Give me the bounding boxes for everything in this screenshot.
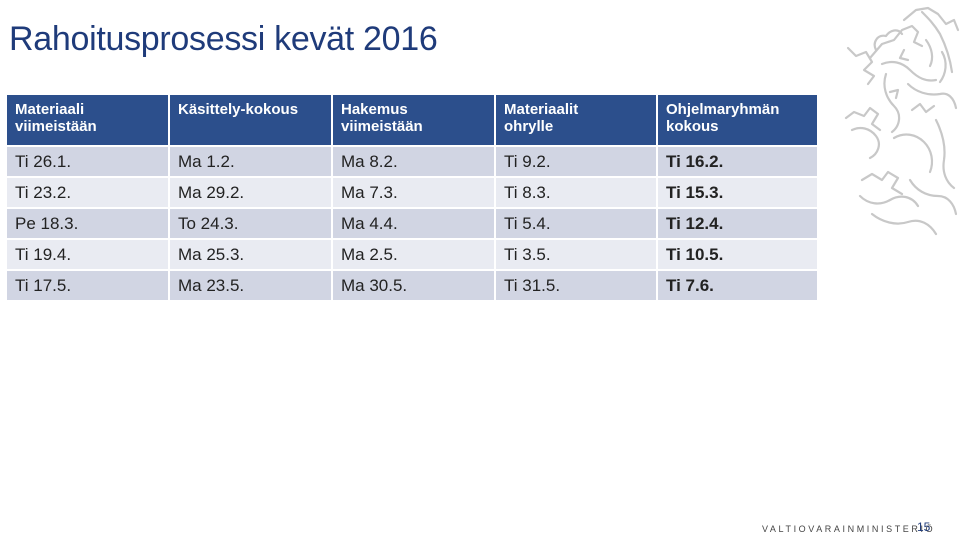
table-cell: Ma 1.2. <box>169 145 333 177</box>
header-cell-processing-meeting: Käsittely-kokous <box>169 95 333 146</box>
table-cell: Ma 2.5. <box>332 238 496 270</box>
table-cell: Ti 31.5. <box>495 269 658 300</box>
table-cell: Ti 7.6. <box>657 269 819 300</box>
finnish-lion-crest-icon <box>844 6 960 236</box>
table-row: Ti 19.4. Ma 25.3. Ma 2.5. Ti 3.5. Ti 10.… <box>7 238 819 270</box>
table-cell: Ti 15.3. <box>657 176 819 208</box>
table-cell: Ma 23.5. <box>169 269 333 300</box>
table-cell: Ma 4.4. <box>332 207 496 239</box>
table-cell: Ti 17.5. <box>7 269 170 300</box>
table-row: Pe 18.3. To 24.3. Ma 4.4. Ti 5.4. Ti 12.… <box>7 207 819 239</box>
header-cell-program-group-meeting: Ohjelmaryhmän kokous <box>657 95 819 146</box>
table-header-row: Materiaali viimeistään Käsittely-kokous H… <box>7 95 819 146</box>
table-cell: Ti 5.4. <box>495 207 658 239</box>
table-cell: Ti 3.5. <box>495 238 658 270</box>
table-row: Ti 23.2. Ma 29.2. Ma 7.3. Ti 8.3. Ti 15.… <box>7 176 819 208</box>
header-cell-material-deadline: Materiaali viimeistään <box>7 95 170 146</box>
table-cell: Ma 8.2. <box>332 145 496 177</box>
header-cell-materials-to-group: Materiaalit ohrylle <box>495 95 658 146</box>
table-cell: Pe 18.3. <box>7 207 170 239</box>
table-cell: Ma 25.3. <box>169 238 333 270</box>
table-cell: Ma 29.2. <box>169 176 333 208</box>
header-cell-application-deadline: Hakemus viimeistään <box>332 95 496 146</box>
table-cell: Ti 12.4. <box>657 207 819 239</box>
table-cell: Ti 9.2. <box>495 145 658 177</box>
table-row: Ti 17.5. Ma 23.5. Ma 30.5. Ti 31.5. Ti 7… <box>7 269 819 300</box>
table-cell: Ti 23.2. <box>7 176 170 208</box>
table-cell: Ti 10.5. <box>657 238 819 270</box>
schedule-table: Materiaali viimeistään Käsittely-kokous H… <box>7 95 819 300</box>
table-cell: Ti 19.4. <box>7 238 170 270</box>
table-cell: To 24.3. <box>169 207 333 239</box>
table-cell: Ma 30.5. <box>332 269 496 300</box>
table-cell: Ma 7.3. <box>332 176 496 208</box>
table-cell: Ti 26.1. <box>7 145 170 177</box>
table-cell: Ti 16.2. <box>657 145 819 177</box>
page-number: 15 <box>917 520 931 534</box>
slide-title: Rahoitusprosessi kevät 2016 <box>9 20 438 58</box>
table-cell: Ti 8.3. <box>495 176 658 208</box>
ministry-logo-text: VALTIOVARAINMINISTERIÖ <box>762 524 936 534</box>
table-row: Ti 26.1. Ma 1.2. Ma 8.2. Ti 9.2. Ti 16.2… <box>7 145 819 177</box>
